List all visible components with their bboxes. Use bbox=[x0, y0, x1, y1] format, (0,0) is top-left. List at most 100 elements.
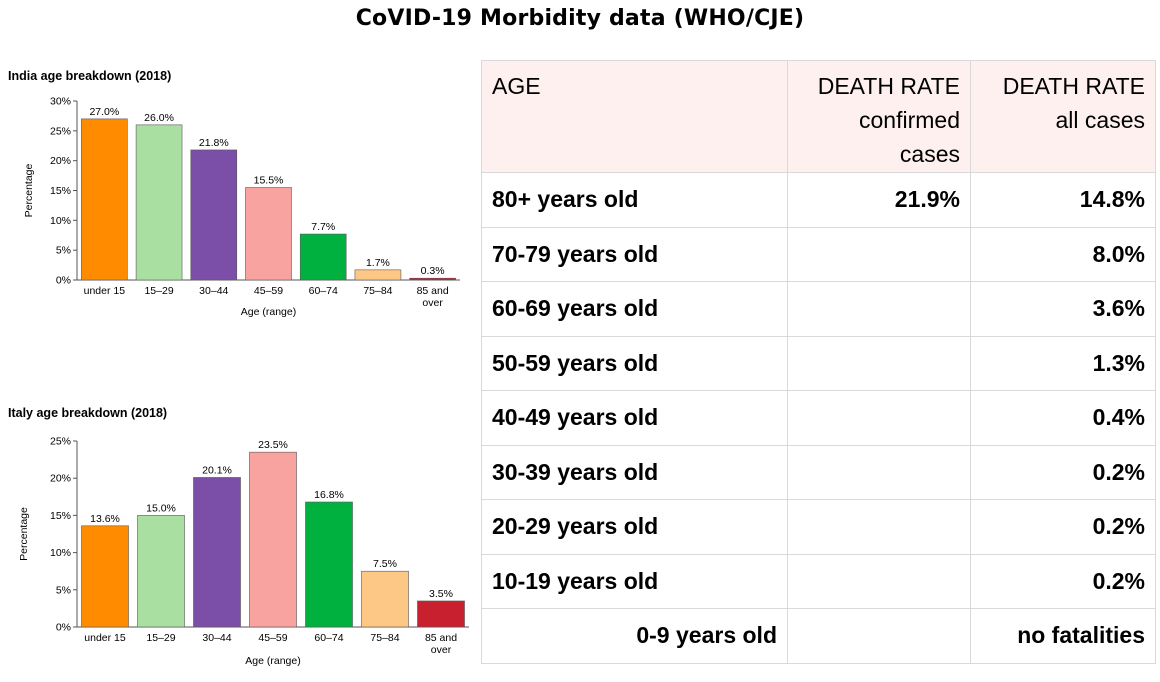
india-x-tick-label: 75–84 bbox=[363, 285, 392, 297]
death-rate-all-cell: 0.2% bbox=[970, 499, 1156, 555]
age-cell: 0-9 years old bbox=[481, 608, 788, 664]
italy-age-chart: Italy age breakdown (2018) 0% 5% 10% 15% 20% 2… bbox=[0, 402, 470, 674]
italy-y-tick-label: 0% bbox=[56, 622, 71, 634]
death-rate-confirmed-cell bbox=[787, 335, 971, 391]
italy-bar bbox=[249, 451, 297, 628]
column-header-line: DEATH RATE bbox=[1002, 73, 1145, 99]
italy-y-tick-label: 25% bbox=[50, 436, 71, 448]
death-rate-confirmed-cell: 21.9% bbox=[787, 172, 971, 228]
italy-data-label: 16.8% bbox=[314, 489, 344, 501]
page-title: CoVID-19 Morbidity data (WHO/CJE) bbox=[355, 6, 805, 31]
india-bar bbox=[190, 149, 238, 281]
death-rate-confirmed-cell bbox=[787, 444, 971, 500]
india-x-tick-label: 85 and bbox=[417, 285, 449, 297]
india-y-axis-label: Percentage bbox=[23, 163, 35, 217]
age-cell: 40-49 years old bbox=[481, 390, 788, 446]
death-rate-confirmed-cell bbox=[787, 553, 971, 609]
italy-y-tick-label: 20% bbox=[50, 473, 71, 485]
india-y-tick-label: 15% bbox=[50, 185, 71, 197]
age-cell: 70-79 years old bbox=[481, 226, 788, 282]
india-data-label: 21.8% bbox=[199, 137, 229, 149]
death-rate-all-cell: 0.4% bbox=[970, 390, 1156, 446]
india-age-chart-svg: India age breakdown (2018) 0% 5% 10% 15% 20% 2… bbox=[8, 69, 460, 318]
death-rate-all-cell: 1.3% bbox=[970, 335, 1156, 391]
italy-data-label: 20.1% bbox=[202, 464, 232, 476]
death-rate-all-cell: 0.2% bbox=[970, 444, 1156, 500]
column-header-line: AGE bbox=[492, 73, 541, 99]
age-cell: 80+ years old bbox=[481, 172, 788, 228]
table-row: 30-39 years old 0.2% bbox=[481, 444, 1156, 500]
table-row: 10-19 years old 0.2% bbox=[481, 553, 1156, 609]
column-header-line: cases bbox=[899, 141, 960, 167]
table-row: 20-29 years old 0.2% bbox=[481, 499, 1156, 555]
india-x-tick-label: over bbox=[422, 297, 443, 309]
italy-x-axis-label: Age (range) bbox=[245, 655, 300, 667]
age-cell: 30-39 years old bbox=[481, 444, 788, 500]
india-bar bbox=[299, 233, 347, 281]
india-x-tick-label: 30–44 bbox=[199, 285, 228, 297]
india-data-label: 15.5% bbox=[254, 175, 284, 187]
italy-data-label: 7.5% bbox=[373, 558, 397, 570]
italy-data-label: 23.5% bbox=[258, 439, 288, 451]
death-rate-confirmed-cell bbox=[787, 226, 971, 282]
death-rate-all-cell: 8.0% bbox=[970, 226, 1156, 282]
column-header-death-rate-all: DEATH RATE all cases bbox=[970, 60, 1156, 173]
italy-x-tick-label: 15–29 bbox=[146, 632, 175, 644]
italy-x-tick-label: 60–74 bbox=[314, 632, 343, 644]
india-x-tick-label: 45–59 bbox=[254, 285, 283, 297]
india-x-tick-label: under 15 bbox=[84, 285, 126, 297]
india-data-label: 27.0% bbox=[89, 106, 119, 118]
italy-data-label: 3.5% bbox=[429, 588, 453, 600]
india-x-tick-label: 15–29 bbox=[144, 285, 173, 297]
column-header-death-rate-confirmed: DEATH RATE confirmed cases bbox=[787, 60, 971, 173]
india-y-tick-label: 5% bbox=[56, 245, 71, 257]
india-bar bbox=[354, 269, 402, 281]
india-y-tick-label: 30% bbox=[50, 96, 71, 108]
italy-bar bbox=[137, 515, 185, 628]
india-data-label: 1.7% bbox=[366, 257, 390, 269]
india-chart-title: India age breakdown (2018) bbox=[8, 69, 171, 83]
italy-bar bbox=[305, 501, 353, 628]
italy-x-tick-label: 75–84 bbox=[370, 632, 399, 644]
table-row: 40-49 years old 0.4% bbox=[481, 390, 1156, 446]
india-bar bbox=[81, 118, 128, 281]
column-header-line: confirmed bbox=[859, 107, 960, 133]
india-y-tick-label: 25% bbox=[50, 125, 71, 137]
italy-x-tick-label: 30–44 bbox=[202, 632, 231, 644]
column-header-line: all cases bbox=[1055, 107, 1145, 133]
italy-data-label: 13.6% bbox=[90, 513, 120, 525]
death-rate-all-cell: 14.8% bbox=[970, 172, 1156, 228]
table-row: 60-69 years old 3.6% bbox=[481, 281, 1156, 337]
india-data-label: 26.0% bbox=[144, 112, 174, 124]
india-bar bbox=[135, 124, 183, 281]
india-y-tick-label: 10% bbox=[50, 215, 71, 227]
italy-age-chart-svg: Italy age breakdown (2018) 0% 5% 10% 15% 20% 2… bbox=[8, 406, 469, 667]
death-rate-confirmed-cell bbox=[787, 281, 971, 337]
italy-chart-title: Italy age breakdown (2018) bbox=[8, 406, 167, 420]
column-header-age: AGE bbox=[481, 60, 788, 173]
italy-y-tick-label: 15% bbox=[50, 510, 71, 522]
italy-x-tick-label: 85 and bbox=[425, 632, 457, 644]
morbidity-table: AGE DEATH RATE confirmed cases DEATH RAT… bbox=[481, 60, 1156, 664]
italy-bar bbox=[417, 600, 465, 628]
age-cell: 10-19 years old bbox=[481, 553, 788, 609]
italy-x-tick-label: under 15 bbox=[84, 632, 126, 644]
death-rate-all-cell: 0.2% bbox=[970, 553, 1156, 609]
india-age-chart: India age breakdown (2018) 0% 5% 10% 15% 20% 2… bbox=[0, 64, 470, 329]
age-cell: 20-29 years old bbox=[481, 499, 788, 555]
italy-bar bbox=[193, 477, 241, 628]
column-header-line: DEATH RATE bbox=[817, 73, 960, 99]
death-rate-confirmed-cell bbox=[787, 390, 971, 446]
italy-y-axis-label: Percentage bbox=[18, 507, 30, 561]
italy-x-tick-label: over bbox=[431, 644, 452, 656]
death-rate-all-cell: no fatalities bbox=[970, 608, 1156, 664]
age-cell: 60-69 years old bbox=[481, 281, 788, 337]
table-row: 0-9 years old no fatalities bbox=[481, 608, 1156, 664]
india-bar bbox=[409, 277, 456, 281]
table-header-row: AGE DEATH RATE confirmed cases DEATH RAT… bbox=[481, 60, 1156, 173]
italy-x-tick-label: 45–59 bbox=[258, 632, 287, 644]
italy-data-label: 15.0% bbox=[146, 502, 176, 514]
table-row: 70-79 years old 8.0% bbox=[481, 226, 1156, 282]
italy-y-tick-label: 10% bbox=[50, 547, 71, 559]
india-y-tick-label: 20% bbox=[50, 155, 71, 167]
